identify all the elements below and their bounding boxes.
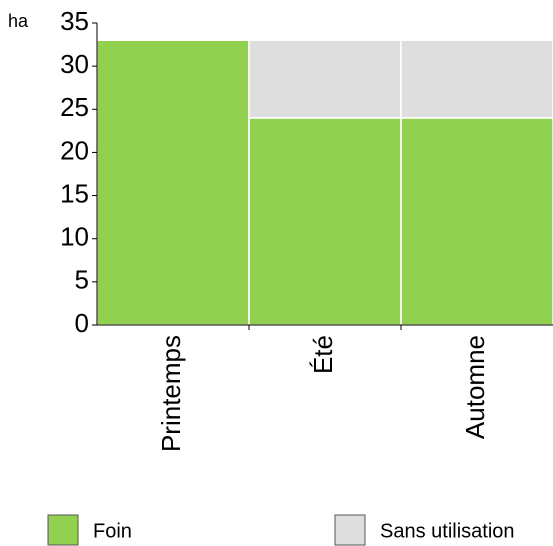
y-tick-label: 10 bbox=[60, 222, 89, 252]
y-tick-label: 20 bbox=[60, 135, 89, 165]
y-tick-label: 0 bbox=[75, 308, 89, 338]
legend-label: Foin bbox=[93, 520, 132, 542]
x-tick-label: Printemps bbox=[156, 335, 186, 452]
y-tick-label: 5 bbox=[75, 265, 89, 295]
y-tick-label: 35 bbox=[60, 6, 89, 36]
legend-swatch bbox=[334, 514, 366, 546]
bar-segment bbox=[248, 39, 402, 119]
legend-label: Sans utilisation bbox=[380, 520, 515, 542]
bar-segment bbox=[96, 39, 250, 326]
bar-segment bbox=[248, 117, 402, 326]
y-tick-label: 25 bbox=[60, 92, 89, 122]
x-tick-label: Automne bbox=[460, 335, 490, 439]
y-tick-label: 30 bbox=[60, 49, 89, 79]
legend-swatch bbox=[47, 514, 79, 546]
y-axis-label: ha bbox=[8, 11, 29, 31]
bar-segment bbox=[400, 117, 553, 326]
bar-segment bbox=[400, 39, 553, 119]
x-tick-label: Été bbox=[308, 335, 338, 374]
y-tick-label: 15 bbox=[60, 178, 89, 208]
